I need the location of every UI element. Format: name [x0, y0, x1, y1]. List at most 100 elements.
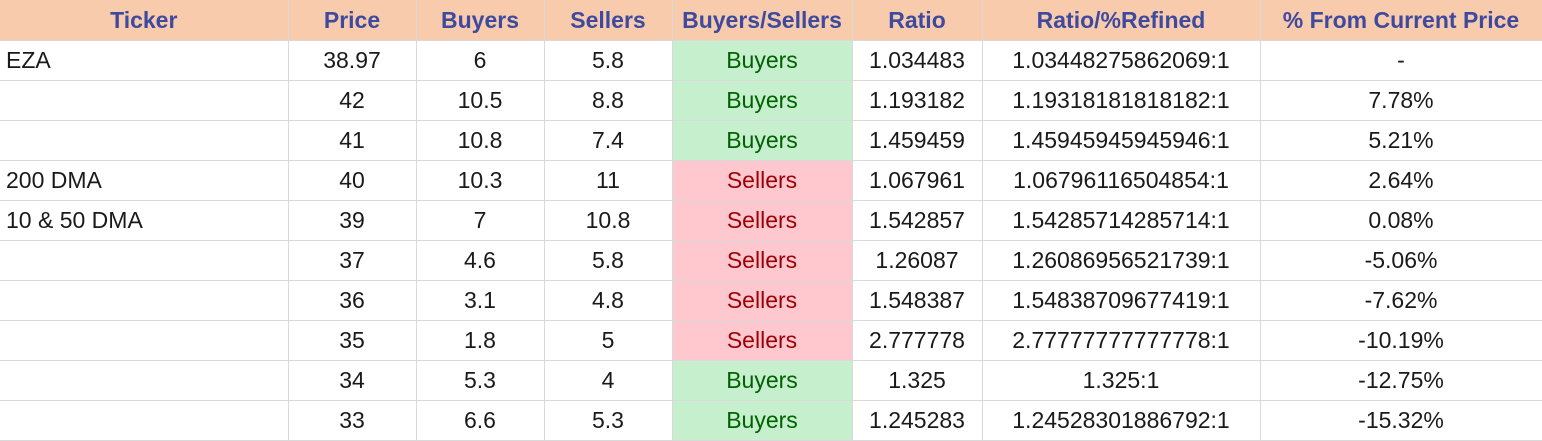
sellers-cell: 5.8	[544, 240, 673, 281]
price-cell: 39	[288, 200, 417, 241]
ratio-refined-cell: 1.24528301886792:1	[982, 400, 1261, 441]
table-row: 200 DMA 40 10.3 11 Sellers 1.067961 1.06796116…	[0, 160, 1542, 201]
buyers-sellers-cell: Buyers	[672, 120, 853, 161]
table-row: 35 1.8 5 Sellers 2.777778 2.77777777777778:1-…	[0, 320, 1542, 361]
ratio-refined-cell: 1.19318181818182:1	[982, 80, 1261, 121]
buyers-sellers-cell: Sellers	[672, 280, 853, 321]
table-row: 36 3.1 4.8 Sellers 1.548387 1.54838709677419:…	[0, 280, 1542, 321]
ratio-refined-cell: 1.54285714285714:1	[982, 200, 1261, 241]
buyers-sellers-cell: Sellers	[672, 320, 853, 361]
price-cell: 33	[288, 400, 417, 441]
table-row: 33 6.6 5.3 Buyers 1.245283 1.24528301886792:1…	[0, 400, 1542, 441]
ticker-cell	[0, 320, 289, 361]
buyers-sellers-cell: Sellers	[672, 200, 853, 241]
ratio-cell: 1.542857	[852, 200, 983, 241]
ratio-refined-cell: 2.77777777777778:1	[982, 320, 1261, 361]
buyers-sellers-cell: Buyers	[672, 80, 853, 121]
ratio-refined-cell: 1.26086956521739:1	[982, 240, 1261, 281]
table-body: EZA 38.97 6 5.8 Buyers 1.034483 1.034482758620…	[0, 40, 1542, 441]
sellers-cell: 5.3	[544, 400, 673, 441]
buyers-cell: 10.8	[416, 120, 545, 161]
buyers-cell: 1.8	[416, 320, 545, 361]
pct-from-current-cell: -7.62%	[1260, 280, 1542, 321]
sellers-cell: 7.4	[544, 120, 673, 161]
pct-from-current-cell: -5.06%	[1260, 240, 1542, 281]
buyers-sellers-cell: Sellers	[672, 240, 853, 281]
table-row: 41 10.8 7.4 Buyers 1.459459 1.45945945945946:…	[0, 120, 1542, 161]
ratio-cell: 1.459459	[852, 120, 983, 161]
ratio-cell: 1.26087	[852, 240, 983, 281]
buyers-cell: 5.3	[416, 360, 545, 401]
buyers-sellers-cell: Buyers	[672, 360, 853, 401]
table-row: 34 5.3 4 Buyers 1.325 1.325:1 -12.75%	[0, 360, 1542, 401]
header-buyers: Buyers	[416, 0, 545, 41]
pct-from-current-cell: -10.19%	[1260, 320, 1542, 361]
ratio-cell: 1.325	[852, 360, 983, 401]
pct-from-current-cell: 2.64%	[1260, 160, 1542, 201]
sellers-cell: 11	[544, 160, 673, 201]
header-row: Ticker Price Buyers Sellers Buyers/Selle…	[0, 0, 1542, 41]
ticker-cell	[0, 240, 289, 281]
buyers-cell: 10.3	[416, 160, 545, 201]
ratio-cell: 1.193182	[852, 80, 983, 121]
price-cell: 38.97	[288, 40, 417, 81]
sellers-cell: 8.8	[544, 80, 673, 121]
sellers-cell: 5	[544, 320, 673, 361]
price-cell: 37	[288, 240, 417, 281]
pct-from-current-cell: -	[1260, 40, 1542, 81]
table-row: 42 10.5 8.8 Buyers 1.193182 1.19318181818182:…	[0, 80, 1542, 121]
table-row: EZA 38.97 6 5.8 Buyers 1.034483 1.034482758620…	[0, 40, 1542, 81]
ratio-refined-cell: 1.06796116504854:1	[982, 160, 1261, 201]
pct-from-current-cell: 5.21%	[1260, 120, 1542, 161]
pct-from-current-cell: 0.08%	[1260, 200, 1542, 241]
header-pct-from-current: % From Current Price	[1260, 0, 1542, 41]
header-buyers-sellers: Buyers/Sellers	[672, 0, 853, 41]
ratio-refined-cell: 1.325:1	[982, 360, 1261, 401]
header-sellers: Sellers	[544, 0, 673, 41]
sellers-cell: 4	[544, 360, 673, 401]
ticker-cell: EZA	[0, 40, 289, 81]
ratio-cell: 2.777778	[852, 320, 983, 361]
buyers-sellers-cell: Buyers	[672, 400, 853, 441]
ratio-cell: 1.245283	[852, 400, 983, 441]
price-cell: 34	[288, 360, 417, 401]
buyers-cell: 6	[416, 40, 545, 81]
price-cell: 36	[288, 280, 417, 321]
ticker-cell	[0, 80, 289, 121]
price-cell: 35	[288, 320, 417, 361]
ratio-cell: 1.067961	[852, 160, 983, 201]
pct-from-current-cell: -12.75%	[1260, 360, 1542, 401]
ratio-refined-cell: 1.45945945945946:1	[982, 120, 1261, 161]
buyers-cell: 6.6	[416, 400, 545, 441]
buyers-sellers-cell: Sellers	[672, 160, 853, 201]
price-cell: 41	[288, 120, 417, 161]
ticker-cell	[0, 360, 289, 401]
ticker-cell	[0, 280, 289, 321]
pct-from-current-cell: -15.32%	[1260, 400, 1542, 441]
ticker-cell	[0, 400, 289, 441]
ratio-cell: 1.034483	[852, 40, 983, 81]
header-ticker: Ticker	[0, 0, 289, 41]
header-ratio-refined: Ratio/%Refined	[982, 0, 1261, 41]
ticker-cell	[0, 120, 289, 161]
ratio-refined-cell: 1.03448275862069:1	[982, 40, 1261, 81]
sellers-cell: 4.8	[544, 280, 673, 321]
price-cell: 40	[288, 160, 417, 201]
pct-from-current-cell: 7.78%	[1260, 80, 1542, 121]
ratio-cell: 1.548387	[852, 280, 983, 321]
header-ratio: Ratio	[852, 0, 983, 41]
header-price: Price	[288, 0, 417, 41]
buyers-cell: 3.1	[416, 280, 545, 321]
ticker-cell: 10 & 50 DMA	[0, 200, 289, 241]
sellers-cell: 5.8	[544, 40, 673, 81]
sellers-cell: 10.8	[544, 200, 673, 241]
buyers-cell: 4.6	[416, 240, 545, 281]
buyers-sellers-cell: Buyers	[672, 40, 853, 81]
price-cell: 42	[288, 80, 417, 121]
table-row: 37 4.6 5.8 Sellers 1.26087 1.26086956521739:1…	[0, 240, 1542, 281]
buyers-cell: 10.5	[416, 80, 545, 121]
buyers-cell: 7	[416, 200, 545, 241]
ticker-cell: 200 DMA	[0, 160, 289, 201]
ratio-refined-cell: 1.54838709677419:1	[982, 280, 1261, 321]
table-row: 10 & 50 DMA 39 7 10.8 Sellers 1.542857 1.54285…	[0, 200, 1542, 241]
